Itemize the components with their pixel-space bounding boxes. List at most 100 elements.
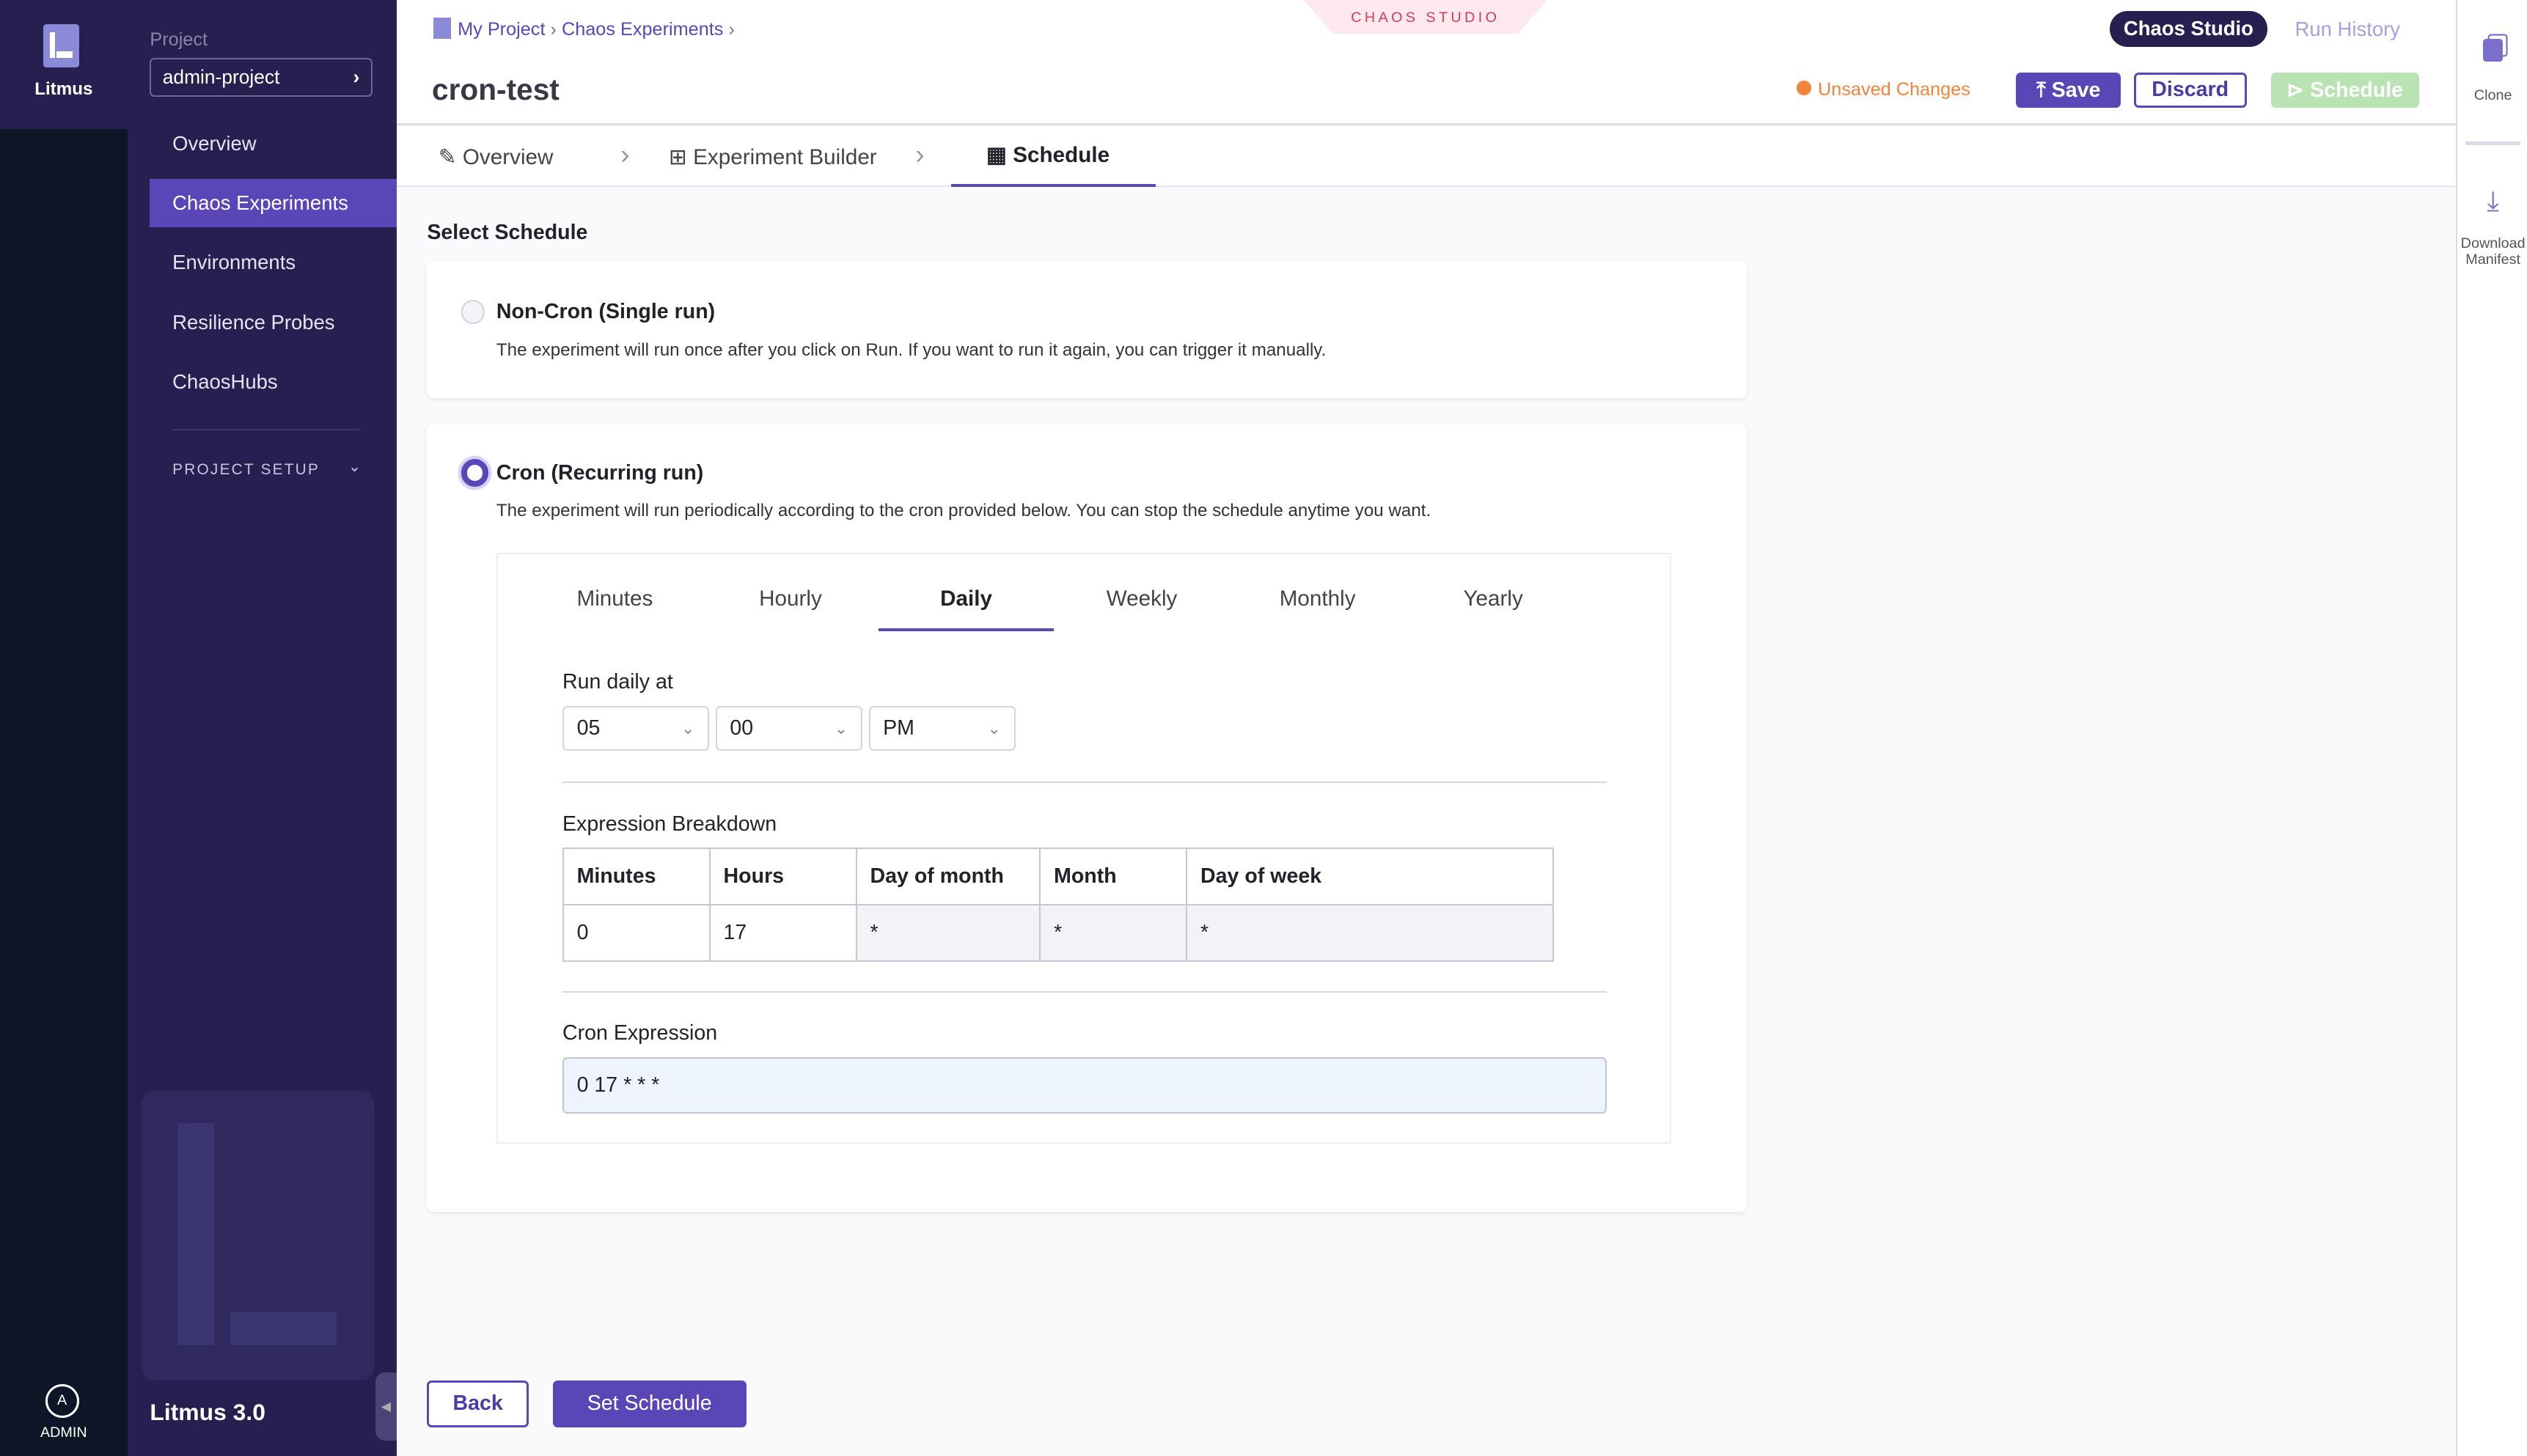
sidebar: Project admin-project › Overview Chaos Ex… [127,0,397,1456]
noncron-radio[interactable] [461,299,485,324]
download-manifest-button[interactable]: ⤓ Download Manifest [2457,185,2527,268]
noncron-title: Non-Cron (Single run) [496,299,716,323]
project-label: Project [150,29,208,50]
breadcrumb: My Project › Chaos Experiments › [433,18,735,40]
sidebar-item-overview[interactable]: Overview [172,131,257,155]
project-setup-toggle[interactable]: PROJECT SETUP ⌄ [172,458,362,479]
tab-monthly[interactable]: Monthly [1279,586,1356,611]
breakdown-label: Expression Breakdown [562,812,777,836]
tab-daily[interactable]: Daily [878,587,1055,632]
chevron-right-icon: › [620,139,630,169]
calendar-icon: ▦ [986,142,1007,167]
litmus-watermark-icon [142,1090,374,1381]
ampm-select[interactable]: PM ⌄ [868,705,1016,751]
divider [172,428,362,430]
breadcrumb-chaos-experiments[interactable]: Chaos Experiments [561,19,724,40]
app-rail: Litmus A ADMIN [0,0,128,1456]
hour-select[interactable]: 05 ⌄ [562,705,709,751]
chevron-down-icon: ⌄ [834,718,848,738]
chevron-right-icon: › [353,66,360,89]
schedule-button[interactable]: ⊳ Schedule [2270,72,2419,109]
project-selector[interactable]: admin-project › [150,58,373,97]
breadcrumb-my-project[interactable]: My Project [458,19,546,40]
chaos-studio-badge: CHAOS STUDIO [1303,0,1547,34]
column-header: Hours [708,847,857,905]
step-label: Overview [462,144,554,169]
step-schedule[interactable]: ▦ Schedule [950,128,1156,187]
litmus-logo-icon [43,23,79,68]
ampm-value: PM [883,716,914,740]
column-header: Day of month [855,847,1041,905]
cron-expression-input[interactable]: 0 17 * * * [562,1056,1607,1114]
table-row: 0 17 * * * [562,903,1554,962]
chaos-studio-toggle[interactable]: Chaos Studio [2109,11,2268,47]
collapse-sidebar-button[interactable]: ◀ [375,1372,397,1441]
chevron-right-icon: › [915,139,925,169]
section-heading: Select Schedule [427,221,588,245]
expression-breakdown-table: Minutes Hours Day of month Month Day of … [562,847,1554,962]
builder-icon: ⊞ [669,144,687,169]
hour-value: 05 [576,716,601,740]
download-label: Download Manifest [2460,235,2526,268]
unsaved-dot-icon [1797,80,1812,95]
cron-radio[interactable] [461,459,488,487]
clone-button[interactable]: Clone [2457,38,2527,104]
discard-button[interactable]: Discard [2133,72,2247,109]
divider [2465,141,2520,145]
tab-minutes[interactable]: Minutes [576,586,653,611]
project-icon [433,18,452,39]
logo-label: Litmus [34,78,93,99]
tab-weekly[interactable]: Weekly [1106,586,1178,611]
chevron-down-icon: ⌄ [987,718,1001,738]
divider [562,781,1607,784]
minute-select[interactable]: 00 ⌄ [715,705,862,751]
unsaved-label: Unsaved Changes [1817,78,1970,100]
pencil-icon: ✎ [438,144,457,169]
step-experiment-builder[interactable]: ⊞ Experiment Builder [669,144,877,170]
tab-hourly[interactable]: Hourly [759,586,822,611]
column-header: Minutes [562,847,711,905]
column-header: Day of week [1186,847,1554,905]
tab-yearly[interactable]: Yearly [1463,586,1523,611]
noncron-card[interactable]: Non-Cron (Single run) The experiment wil… [427,261,1747,398]
step-label: Schedule [1013,142,1110,167]
minute-value: 00 [730,716,754,740]
save-icon: ⤒ [2036,78,2046,102]
back-button[interactable]: Back [427,1380,529,1428]
save-button[interactable]: ⤒ Save [2016,72,2121,109]
sidebar-item-environments[interactable]: Environments [172,251,296,274]
right-toolbar: Clone ⤓ Download Manifest [2456,0,2527,1456]
column-header: Month [1039,847,1188,905]
step-tabs [396,127,2457,187]
unsaved-status: Unsaved Changes [1797,79,1970,100]
clone-label: Clone [2473,87,2512,103]
user-label: ADMIN [40,1424,87,1441]
sidebar-item-resilience-probes[interactable]: Resilience Probes [172,310,335,334]
noncron-description: The experiment will run once after you c… [496,339,1327,360]
cron-description: The experiment will run periodically acc… [496,501,1431,521]
cell-day-of-week: * [1186,903,1554,962]
save-label: Save [2051,78,2101,102]
version-label: Litmus 3.0 [150,1398,265,1425]
run-history-toggle[interactable]: Run History [2295,18,2401,41]
logo-area[interactable]: Litmus [0,0,128,129]
sidebar-item-chaos-experiments[interactable]: Chaos Experiments [150,178,397,227]
cron-expression-label: Cron Expression [562,1021,718,1045]
schedule-label: Schedule [2310,78,2404,102]
project-setup-label: PROJECT SETUP [172,460,320,478]
set-schedule-button[interactable]: Set Schedule [552,1380,747,1428]
clone-icon [2483,38,2503,62]
cell-minutes: 0 [562,903,711,962]
run-daily-label: Run daily at [562,670,673,694]
download-icon: ⤓ [2487,185,2499,216]
cell-month: * [1039,903,1188,962]
avatar[interactable]: A [45,1383,79,1418]
chevron-down-icon: ⌄ [681,718,695,738]
step-overview[interactable]: ✎ Overview [439,144,554,170]
chevron-down-icon: ⌄ [348,458,363,476]
divider [562,990,1607,993]
page-title: cron-test [431,72,560,106]
sidebar-item-chaoshubs[interactable]: ChaosHubs [172,369,278,393]
cell-day-of-month: * [855,903,1041,962]
step-label: Experiment Builder [693,144,877,169]
